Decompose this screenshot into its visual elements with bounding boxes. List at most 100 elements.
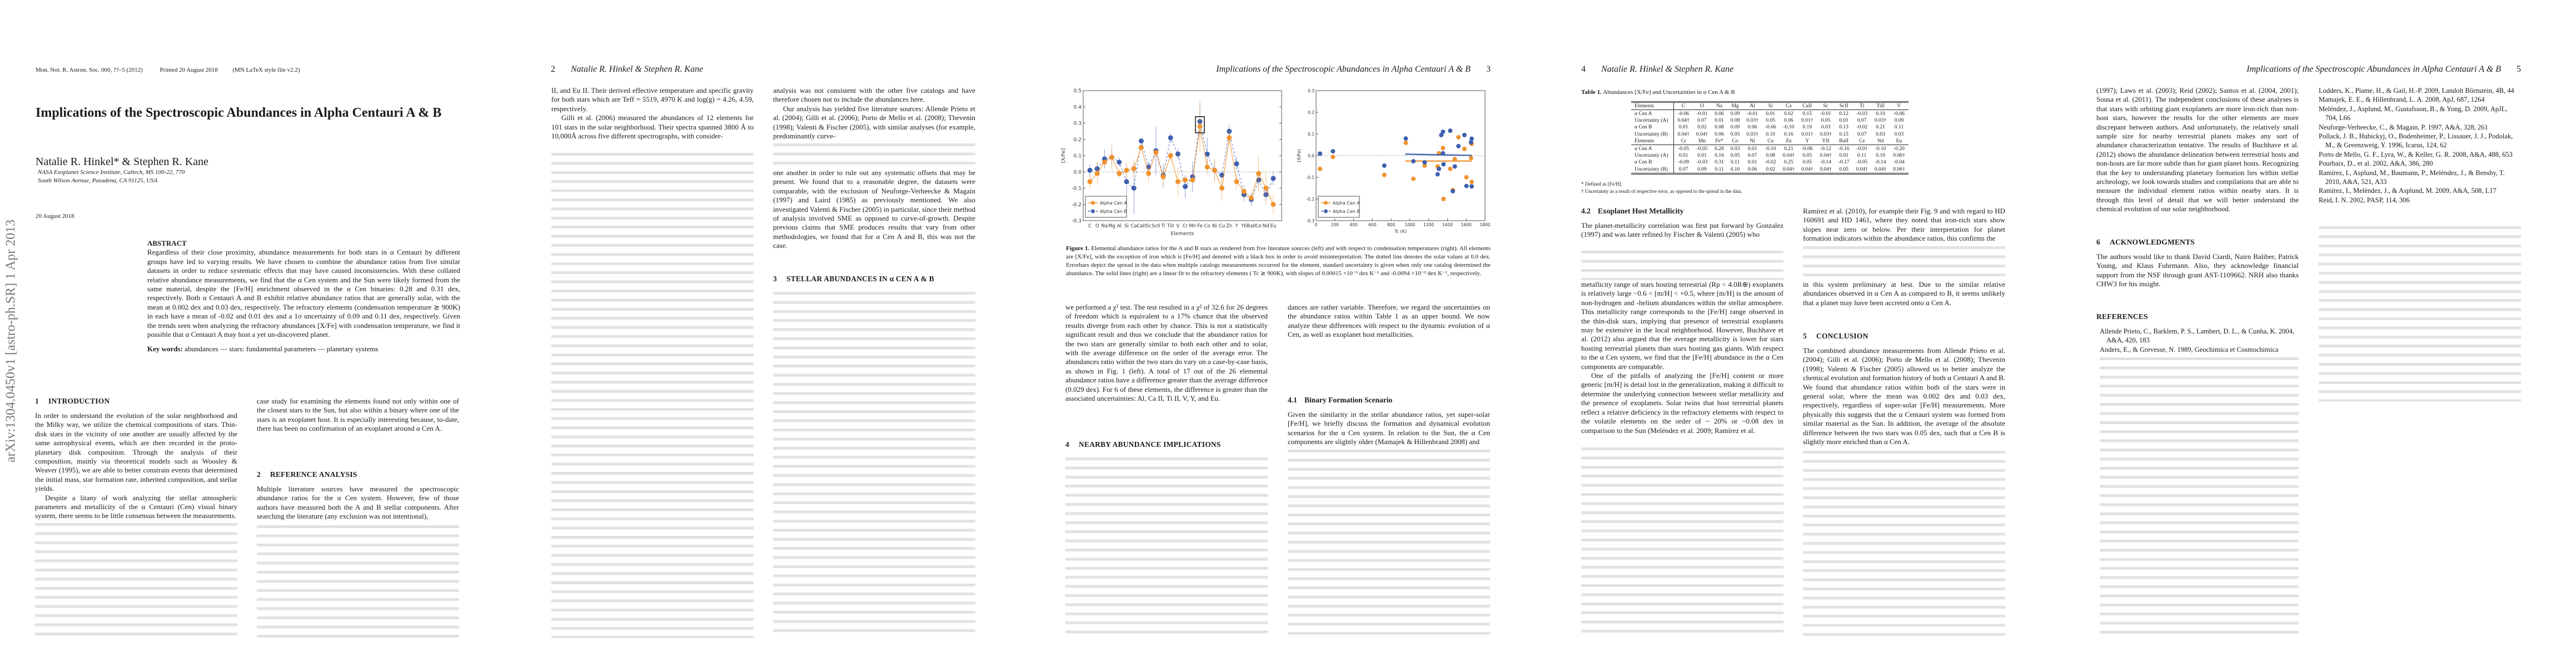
table-cell: 0.16 [1715,152,1724,158]
table-cell: -0.01 [1747,111,1758,117]
table-cell: 0.03 [1876,131,1885,137]
x-tick-label-Ti: Ti [1160,223,1165,229]
table-cell: -0.01 [1820,111,1831,117]
legend-box [1085,196,1127,218]
table-cell: 0.06† [1893,152,1905,158]
received-date: 20 August 2018 [36,213,74,220]
data-point-b-Co [1204,151,1210,157]
table-column-header: Cu [1761,137,1780,146]
table-cell: 0.21 [1783,146,1793,152]
data-point-b [1403,136,1408,141]
running-head: Implications of the Spectroscopic Abunda… [2246,64,2521,74]
paragraph: in this system preliminary at best. Due … [1803,280,2005,307]
table-cell: -0.05 [1678,146,1689,152]
table-cell: 0.04† [1856,166,1868,172]
style-file: (MN LaTeX style file v2.2) [232,67,300,73]
data-point-b [1422,160,1427,165]
reference-entry: Neuforge-Verheecke, C., & Magain, P. 199… [2319,123,2488,131]
table-column-header: V [1890,103,1909,111]
data-point-a-Y [1234,179,1239,185]
arxiv-stamp: arXiv:1304.0450v1 [astro-ph.SR] 1 Apr 20… [3,219,18,463]
section-heading-conclusion: 5 CONCLUSION [1803,332,1869,341]
page-3: Implications of the Spectroscopic Abunda… [1030,0,1546,667]
table-cell: -0.09 [1678,160,1689,166]
data-point-a-Na [1102,160,1107,165]
reference-entry: Pollack, J. B., Hubickyj, O., Bodenheime… [2319,132,2513,150]
printed-date: Printed 20 August 2018 [160,67,218,73]
table-cell: -0.16 [1838,146,1850,152]
acknowledgments-text: The authors would like to thank David Ci… [2096,252,2299,289]
table-cell: 0.01 [1839,152,1848,158]
table-cell: 0.01† [1801,131,1813,137]
y-axis-label: [X/Fe] [1297,149,1302,162]
reference-entry: Pourbaix, D., et al. 2002, A&A, 386, 280 [2319,160,2433,168]
table-column-header: CaII [1797,103,1817,111]
x-tick-label-Co: Co [1204,223,1210,229]
data-point-a-Mg [1109,155,1115,160]
running-head: 2 Natalie R. Hinkel & Stephen R. Kane [551,64,703,74]
data-point-b-Y [1234,161,1239,167]
references-heading: REFERENCES [2096,312,2148,321]
x-axis-label: Elements [1171,231,1194,237]
data-point-a-Fe [1197,123,1203,129]
table-cell: 0.07 [1678,166,1688,172]
table-cell: 0.01 [1697,152,1707,158]
data-point-a-YII [1241,188,1247,194]
table-cell: 0.01 [1678,125,1688,131]
data-point-a [1441,197,1446,201]
y-tick-label: 0.1 [1074,153,1082,159]
paragraph: (1997); Laws et al. (2003); Reid (2002);… [2096,86,2299,213]
data-point-b [1441,130,1446,135]
x-tick-label-Nd: Nd [1263,223,1269,229]
table-cell: 0.05 [1821,117,1831,123]
data-point-a [1382,172,1387,177]
data-point-b-Ca [1131,186,1137,191]
x-tick-label: 1000 [1404,222,1415,227]
text-lines-filler [35,520,237,638]
data-point-b [1448,128,1453,133]
section-number: 4.2 [1581,207,1591,215]
paragraph: one another in order to rule out any sys… [773,168,975,250]
y-tick-label: 0.3 [1074,121,1082,127]
data-point-b-Eu [1270,176,1276,181]
running-head-text: Natalie R. Hinkel & Stephen R. Kane [1601,64,1734,74]
legend-marker [1324,201,1328,205]
table-cell: 0.05 [1730,131,1740,137]
data-point-a [1318,166,1323,171]
section-title: REFERENCE ANALYSIS [270,470,357,479]
table-cell: 0.06 [1747,125,1757,131]
table-cell: 0.16 [1783,131,1793,137]
legend-marker [1091,201,1095,205]
text-lines-filler [2319,223,2521,401]
data-point-a [1468,156,1473,161]
right-column-text: analysis was not consistent with the oth… [773,86,975,141]
subsection-heading-exoplanet-host: 4.2 Exoplanet Host Metallicity [1581,207,1683,216]
reference-entry: Allende Prieto, C., Barklem, P. S., Lamb… [2100,327,2294,345]
table-cell: 0.06 [1715,111,1724,117]
data-point-a [1411,176,1416,181]
data-point-a [1464,175,1469,180]
figure-1: 0.5 0.4 0.3 0.2 0.1 0.0 -0.1 -0.2 -0.3 C O Na Mg Al Si… [1061,88,1491,237]
x-tick-label: 0 [1315,222,1318,227]
reference-entry: Meléndez, J., Asplund, M., Gustafsson, B… [2319,104,2508,122]
table-column-header: Al [1743,103,1762,111]
text-lines-filler [1581,445,1783,638]
section-number: 5 [1803,332,1807,340]
table-cell: 0.09 [1697,166,1707,172]
data-point-a [1331,155,1336,160]
table-column-header: YII [1816,137,1835,146]
table-column-header: Sc [1816,103,1835,111]
authors: Natalie R. Hinkel* & Stephen R. Kane [36,156,209,168]
paragraph: analysis was not consistent with the oth… [773,86,975,104]
table-column-header: ScII [1835,103,1853,111]
left-column-text-2: metallicity range of stars hosting terre… [1581,280,1783,435]
data-point-a-Mn [1190,177,1195,183]
table-column-header: Co [1727,137,1743,146]
x-tick-label-YII: YII [1240,223,1247,229]
text-lines-filler [2100,355,2299,638]
x-tick-label-Ni: Ni [1212,223,1217,229]
table-row-label: Elements [1631,137,1675,146]
table-column-header: Na [1711,103,1727,111]
paragraph: Ramírez et al. (2010), for example their… [1803,207,2005,243]
